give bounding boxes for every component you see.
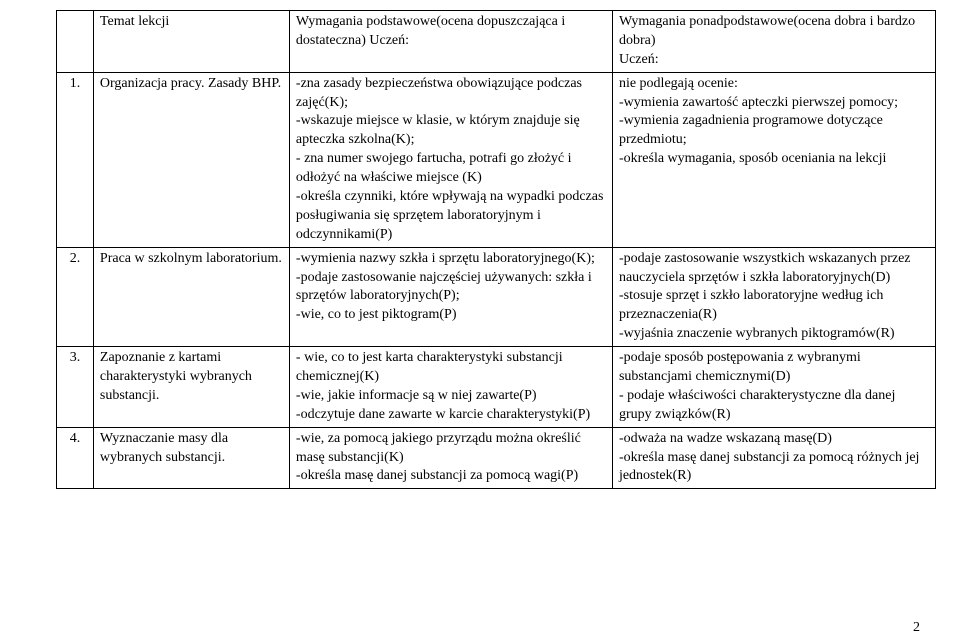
row-topic: Wyznaczanie masy dla wybranych substancj…: [93, 427, 289, 489]
row-num: 1.: [57, 72, 94, 247]
row-topic: Organizacja pracy. Zasady BHP.: [93, 72, 289, 247]
row-basic: -wie, za pomocą jakiego przyrządu można …: [289, 427, 612, 489]
table-row: 1. Organizacja pracy. Zasady BHP. -zna z…: [57, 72, 936, 247]
header-basic: Wymagania podstawowe(ocena dopuszczająca…: [289, 11, 612, 73]
header-row: Temat lekcji Wymagania podstawowe(ocena …: [57, 11, 936, 73]
row-basic: -zna zasady bezpieczeństwa obowiązujące …: [289, 72, 612, 247]
page: Temat lekcji Wymagania podstawowe(ocena …: [0, 0, 960, 642]
row-num: 4.: [57, 427, 94, 489]
table-row: 2. Praca w szkolnym laboratorium. -wymie…: [57, 247, 936, 346]
header-topic: Temat lekcji: [93, 11, 289, 73]
row-basic: -wymienia nazwy szkła i sprzętu laborato…: [289, 247, 612, 346]
header-blank: [57, 11, 94, 73]
row-advanced: -podaje sposób postępowania z wybranymi …: [612, 347, 935, 428]
page-number: 2: [913, 620, 920, 636]
table-row: 3. Zapoznanie z kartami charakterystyki …: [57, 347, 936, 428]
row-topic: Zapoznanie z kartami charakterystyki wyb…: [93, 347, 289, 428]
row-topic: Praca w szkolnym laboratorium.: [93, 247, 289, 346]
row-num: 3.: [57, 347, 94, 428]
row-advanced: nie podlegają ocenie: -wymienia zawartoś…: [612, 72, 935, 247]
header-advanced: Wymagania ponadpodstawowe(ocena dobra i …: [612, 11, 935, 73]
row-advanced: -odważa na wadze wskazaną masę(D) -okreś…: [612, 427, 935, 489]
row-advanced: -podaje zastosowanie wszystkich wskazany…: [612, 247, 935, 346]
table-row: 4. Wyznaczanie masy dla wybranych substa…: [57, 427, 936, 489]
curriculum-table: Temat lekcji Wymagania podstawowe(ocena …: [56, 10, 936, 489]
row-num: 2.: [57, 247, 94, 346]
row-basic: - wie, co to jest karta charakterystyki …: [289, 347, 612, 428]
